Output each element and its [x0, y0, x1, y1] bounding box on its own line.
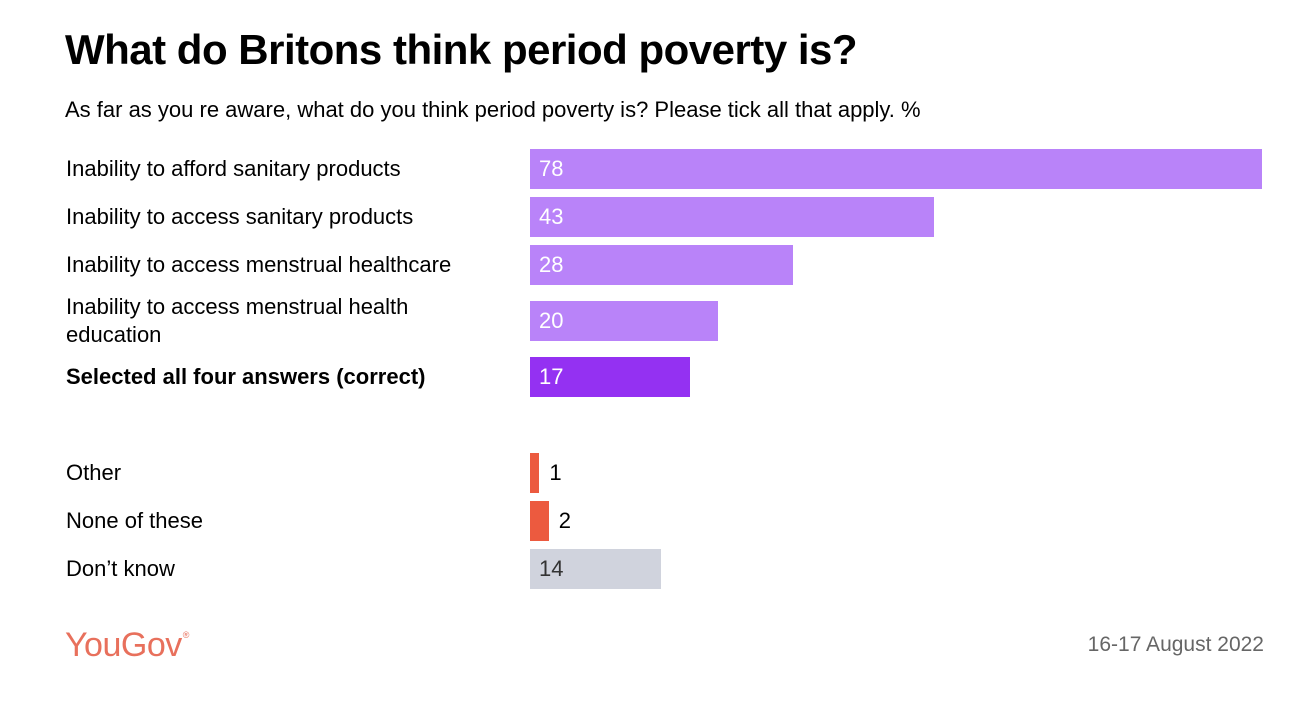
registered-mark: ® — [182, 630, 190, 640]
logo-text: YouGov — [65, 626, 182, 664]
survey-date: 16-17 August 2022 — [1087, 633, 1264, 656]
category-label: Don’t know — [66, 556, 175, 581]
data-label: 1 — [549, 460, 562, 485]
bar — [530, 149, 1262, 189]
bar — [530, 549, 662, 589]
data-label: 43 — [539, 204, 564, 229]
data-label: 20 — [539, 308, 564, 333]
category-label: Other — [66, 460, 122, 485]
data-label: 28 — [539, 252, 564, 277]
category-label: Inability to access menstrual health edu… — [66, 294, 409, 347]
yougov-logo: YouGov® — [65, 626, 189, 665]
bar — [530, 453, 540, 493]
bar — [530, 197, 934, 237]
category-label: Inability to afford sanitary products — [66, 156, 401, 181]
chart-title: What do Britons think period poverty is? — [65, 26, 858, 73]
bar — [530, 501, 549, 541]
data-label: 78 — [539, 156, 564, 181]
category-label: Inability to access sanitary products — [66, 204, 414, 229]
data-label: 17 — [539, 364, 564, 389]
category-label: None of these — [66, 508, 203, 533]
category-label: Inability to access menstrual healthcare — [66, 252, 452, 277]
category-label: Selected all four answers (correct) — [66, 364, 426, 389]
bar — [530, 301, 718, 341]
data-label: 2 — [558, 508, 572, 533]
chart-subtitle: As far as you re aware, what do you thin… — [65, 97, 921, 122]
data-label: 14 — [539, 556, 564, 581]
bar — [530, 357, 690, 397]
bar — [530, 245, 793, 285]
